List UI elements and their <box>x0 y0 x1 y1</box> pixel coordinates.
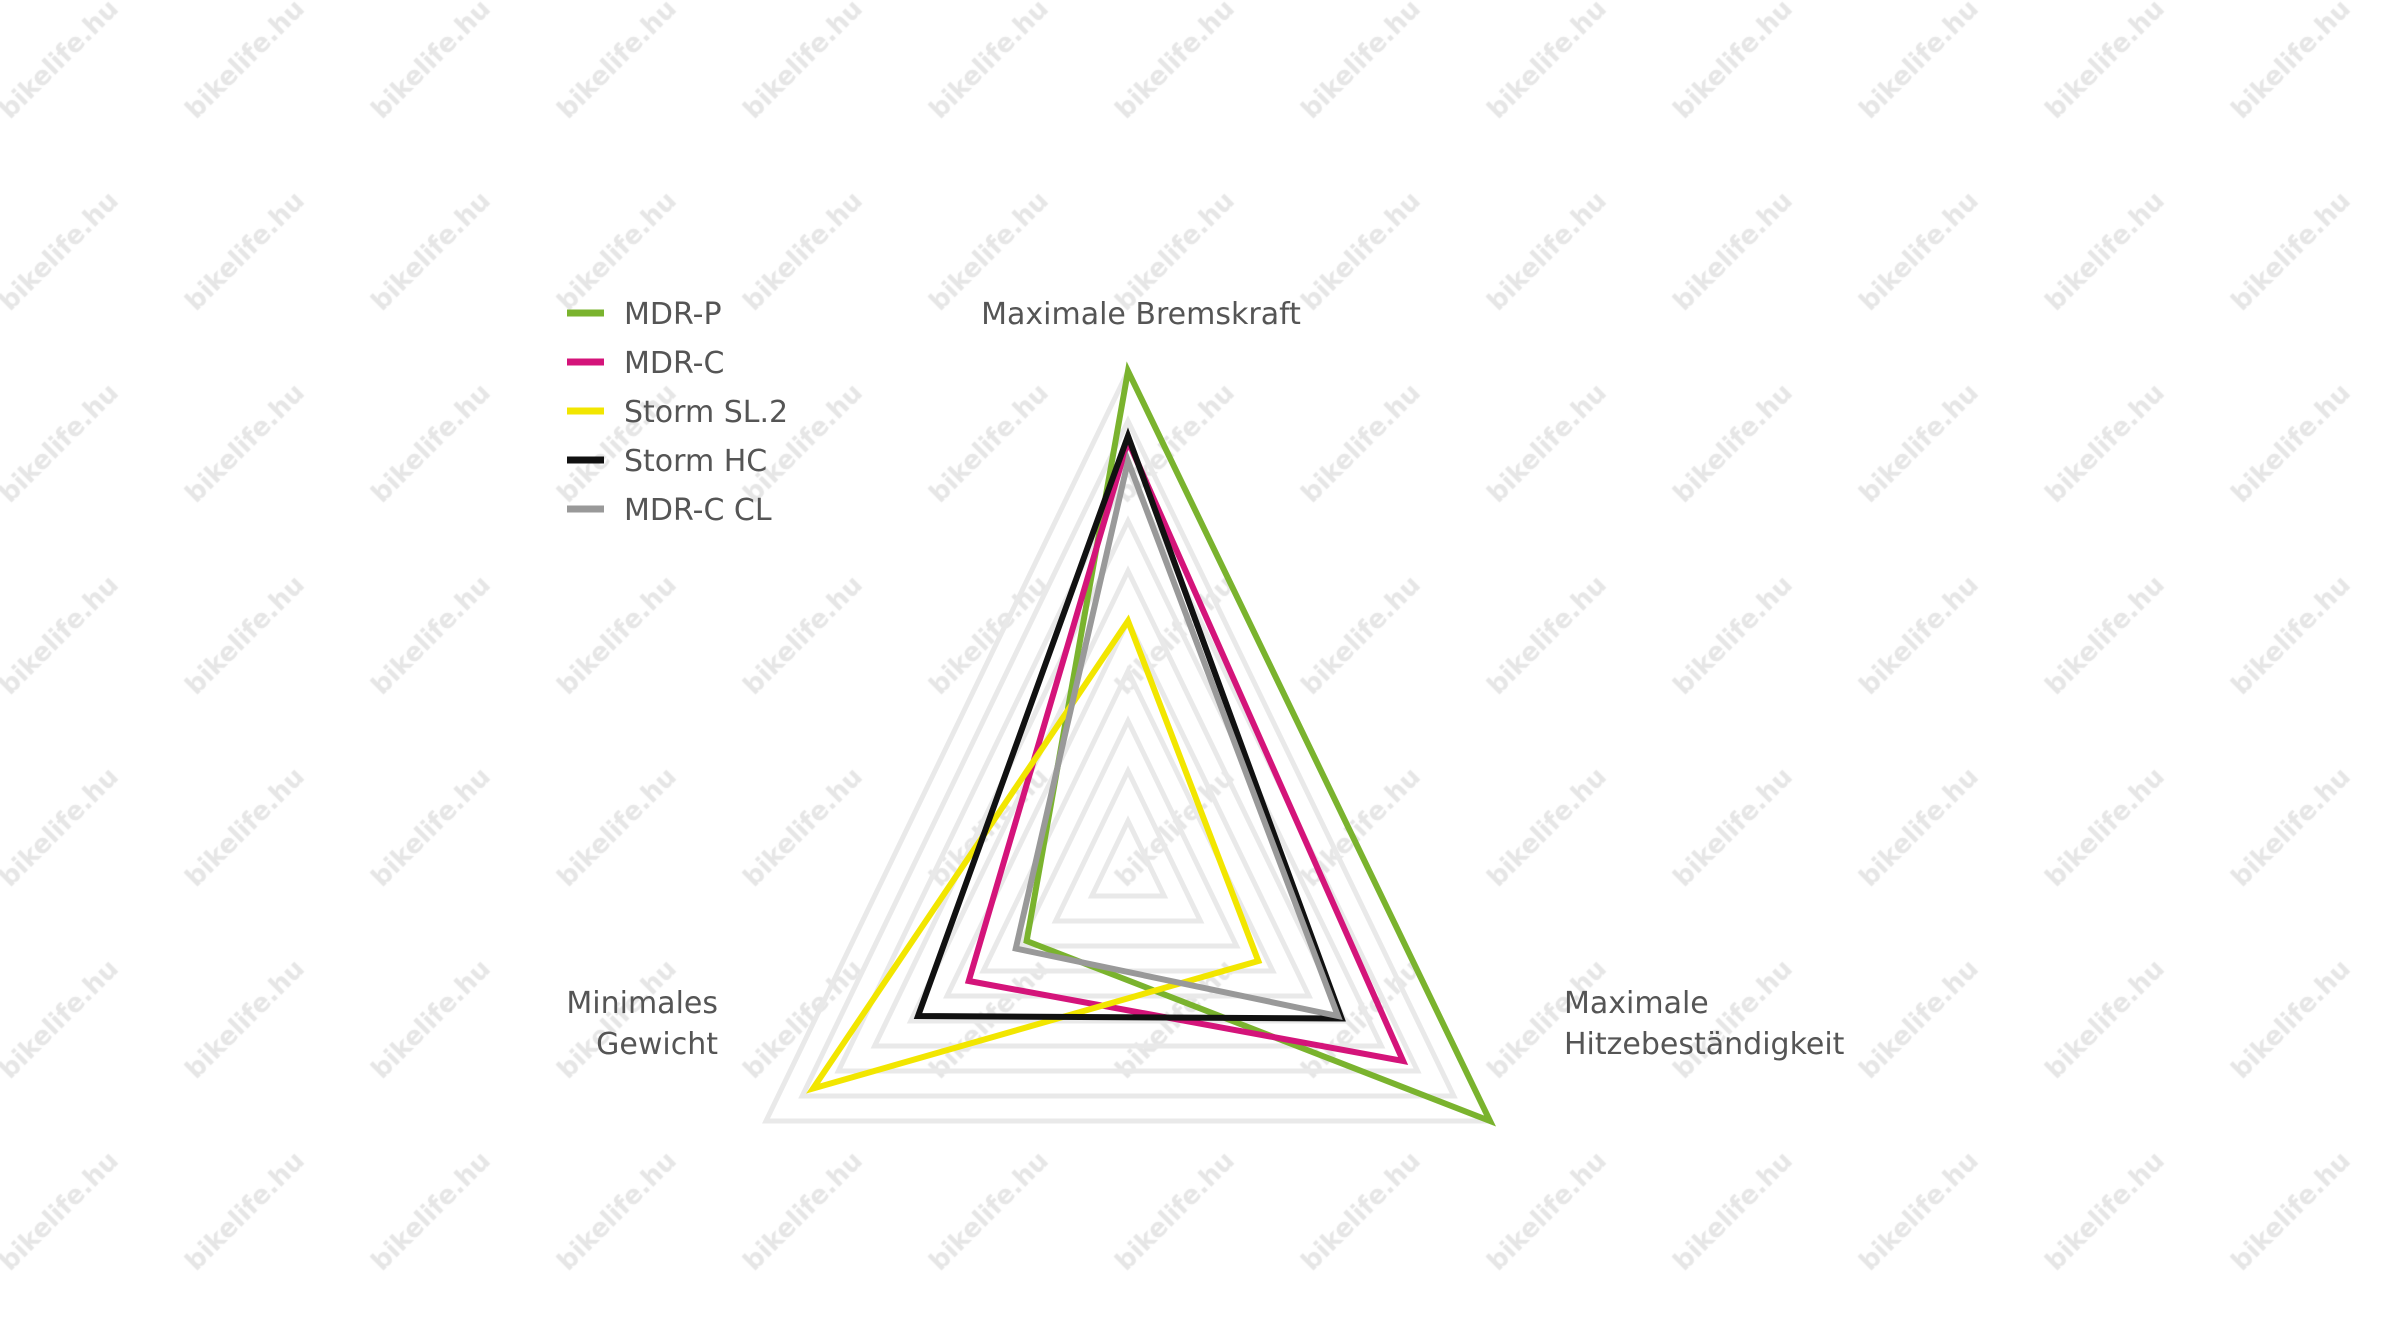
legend-label: MDR-P <box>624 297 722 332</box>
legend: MDR-P MDR-C Storm SL.2 Storm HC MDR-C CL <box>567 297 788 528</box>
series-mdr-c-cl <box>1012 450 1343 1021</box>
axis-label-right-line2: Hitzebeständigkeit <box>1564 1027 1845 1062</box>
legend-label: MDR-C <box>624 346 724 381</box>
legend-label: Storm SL.2 <box>624 395 788 430</box>
series-mdr-c <box>964 432 1409 1065</box>
axis-label-left-line1: Minimales <box>566 986 718 1021</box>
grid-ring <box>1051 765 1205 924</box>
axis-label-right-line1: Maximale <box>1564 986 1709 1021</box>
legend-label: MDR-C CL <box>624 493 772 528</box>
series-storm-hc <box>913 427 1346 1022</box>
grid-ring <box>1087 815 1169 899</box>
series-mdr-p <box>1023 361 1497 1127</box>
series-storm-sl-2 <box>805 614 1263 1094</box>
axis-label-top: Maximale Bremskraft <box>981 297 1301 332</box>
axis-label-left-line2: Gewicht <box>596 1027 718 1062</box>
radar-series <box>805 361 1497 1127</box>
grid-ring <box>798 415 1458 1099</box>
grid-ring <box>906 565 1350 1024</box>
legend-label: Storm HC <box>624 444 767 479</box>
grid-ring <box>1015 715 1241 949</box>
